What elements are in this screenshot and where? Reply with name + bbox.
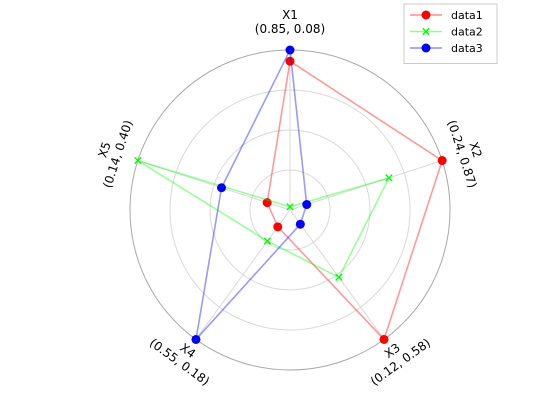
data-point: [286, 203, 294, 211]
data-point: [191, 334, 201, 344]
data-point: [302, 200, 312, 210]
series-line: [137, 159, 391, 279]
axis-name-label: X2: [466, 140, 484, 159]
data-point: [335, 273, 343, 282]
legend-item-data1: data1: [410, 9, 483, 22]
data-point: [385, 174, 393, 182]
axis-label-group: X4(0.55, 0.18): [147, 336, 212, 389]
data-point: [262, 198, 272, 208]
data-point: [379, 334, 389, 344]
legend-marker: [422, 27, 430, 36]
axis-spoke: [195, 209, 291, 340]
axis-range-label: (0.85, 0.08): [255, 22, 325, 36]
data-point: [217, 183, 227, 193]
axis-label-group: X3(0.12, 0.58): [368, 336, 433, 389]
series-data1: [262, 56, 447, 344]
data-point: [134, 156, 142, 165]
axis-label-group: X5(0.14, 0.40): [95, 118, 135, 189]
axis-name-label: X1: [282, 8, 298, 22]
legend-marker: [421, 43, 431, 53]
legend: data1 data2 data3: [403, 3, 498, 64]
data-point: [295, 219, 305, 229]
axis-label-group: X2(0.24, 0.87): [445, 118, 485, 189]
data-point: [285, 45, 295, 55]
legend-item-data2: data2: [410, 26, 483, 39]
legend-marker: [421, 10, 431, 20]
data-point: [273, 222, 283, 232]
legend-label: data2: [451, 26, 483, 39]
legend-label: data1: [451, 9, 483, 22]
data-point: [263, 237, 272, 245]
series-line: [194, 47, 308, 342]
legend-label: data3: [451, 42, 483, 55]
axis-name-label: X5: [95, 140, 113, 159]
legend-item-data3: data3: [410, 42, 483, 55]
series-data3: [191, 45, 312, 344]
axis-spoke: [289, 160, 443, 211]
legend-box: [403, 3, 498, 64]
series-line: [266, 59, 444, 341]
axis-label-group: X1(0.85, 0.08): [255, 8, 325, 36]
series-layer: [134, 45, 447, 344]
data-point: [285, 56, 295, 66]
axis-spokes: [137, 50, 443, 340]
data-point: [437, 156, 447, 166]
series-data2: [134, 156, 393, 282]
